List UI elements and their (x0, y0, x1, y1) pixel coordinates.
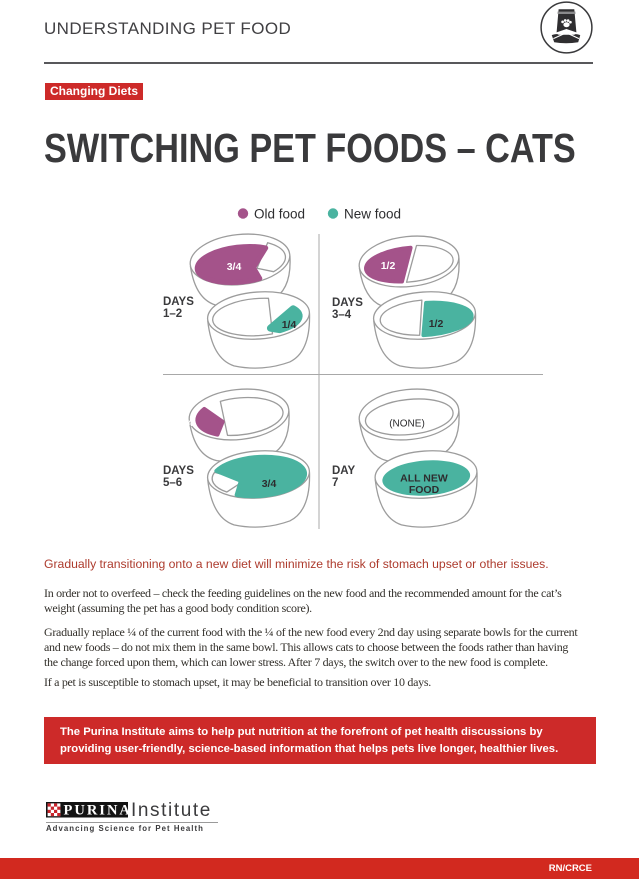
svg-text:ALL NEW: ALL NEW (400, 473, 448, 485)
svg-text:3/4: 3/4 (262, 478, 277, 490)
svg-text:7: 7 (332, 477, 338, 489)
svg-text:1/4: 1/4 (282, 319, 297, 331)
svg-text:New food: New food (344, 207, 401, 222)
svg-text:3/4: 3/4 (227, 261, 242, 273)
svg-text:(NONE): (NONE) (389, 419, 425, 430)
svg-text:DAYS: DAYS (163, 465, 194, 477)
svg-text:PURINA: PURINA (64, 803, 132, 819)
svg-text:1/2: 1/2 (429, 318, 444, 330)
svg-text:3–4: 3–4 (332, 309, 352, 321)
svg-text:Old food: Old food (254, 207, 305, 222)
svg-text:1–2: 1–2 (163, 308, 182, 320)
svg-text:1/2: 1/2 (381, 260, 396, 272)
svg-text:5–6: 5–6 (163, 477, 182, 489)
svg-text:1/4: 1/4 (179, 417, 194, 429)
svg-text:FOOD: FOOD (409, 484, 440, 496)
svg-text:DAY: DAY (332, 465, 356, 477)
svg-text:DAYS: DAYS (332, 297, 363, 309)
svg-text:DAYS: DAYS (163, 296, 194, 308)
